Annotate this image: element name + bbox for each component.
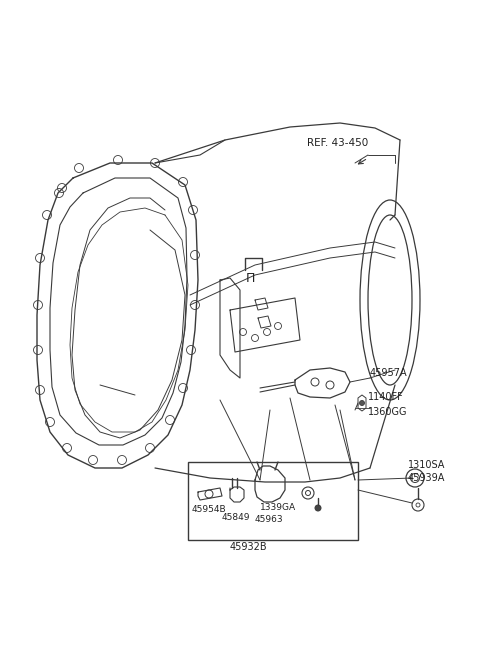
- Ellipse shape: [360, 400, 364, 405]
- Text: 1360GG: 1360GG: [368, 407, 408, 417]
- Bar: [188, 462, 358, 540]
- Text: 45954B: 45954B: [192, 506, 227, 514]
- Text: 45932B: 45932B: [230, 542, 268, 552]
- Text: 1140FF: 1140FF: [368, 392, 404, 402]
- Text: 45963: 45963: [255, 515, 284, 525]
- Text: REF. 43-450: REF. 43-450: [307, 138, 368, 148]
- Text: 45957A: 45957A: [370, 368, 408, 378]
- Text: 45939A: 45939A: [408, 473, 445, 483]
- Ellipse shape: [315, 505, 321, 511]
- Text: 1310SA: 1310SA: [408, 460, 445, 470]
- Text: 1339GA: 1339GA: [260, 502, 296, 512]
- Text: П: П: [245, 272, 255, 284]
- Text: 45849: 45849: [222, 512, 251, 521]
